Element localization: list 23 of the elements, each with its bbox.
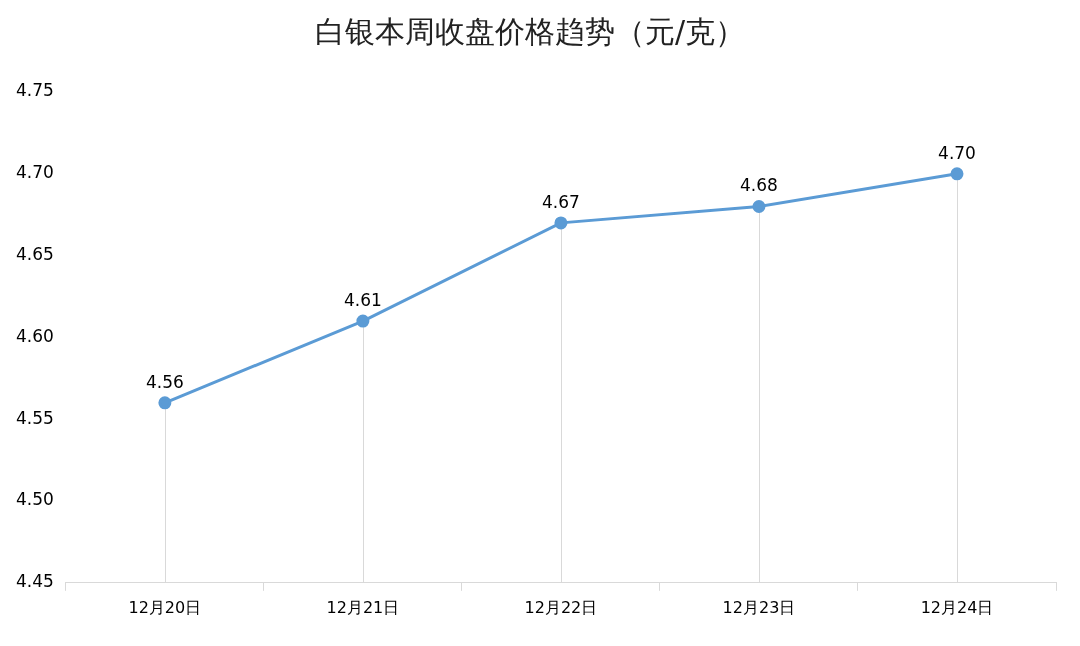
data-label: 4.68 [740, 175, 778, 196]
point [950, 167, 964, 181]
y-tick-label: 4.75 [15, 80, 54, 101]
y-tick-label: 4.45 [15, 571, 54, 592]
x-tick-label: 12月22日 [524, 597, 598, 617]
point [752, 200, 766, 214]
point [356, 314, 370, 328]
data-label: 4.70 [938, 142, 976, 163]
x-tick-label: 12月23日 [722, 597, 796, 617]
data-label: 4.56 [145, 371, 184, 392]
x-tick-label: 12月24日 [920, 597, 994, 617]
x-tick-label: 12月20日 [128, 597, 202, 617]
y-tick-label: 4.65 [15, 244, 54, 265]
point [158, 396, 172, 410]
y-tick-label: 4.50 [15, 489, 54, 510]
chart-title: 白银本周收盘价格趋势（元/克） [314, 13, 746, 49]
y-tick-label: 4.60 [15, 325, 54, 346]
data-label: 4.61 [343, 289, 382, 310]
data-label: 4.67 [542, 191, 580, 212]
x-tick-label: 12月21日 [326, 597, 400, 617]
y-tick-label: 4.55 [15, 407, 54, 428]
y-tick-label: 4.70 [15, 162, 54, 183]
point [554, 216, 568, 230]
